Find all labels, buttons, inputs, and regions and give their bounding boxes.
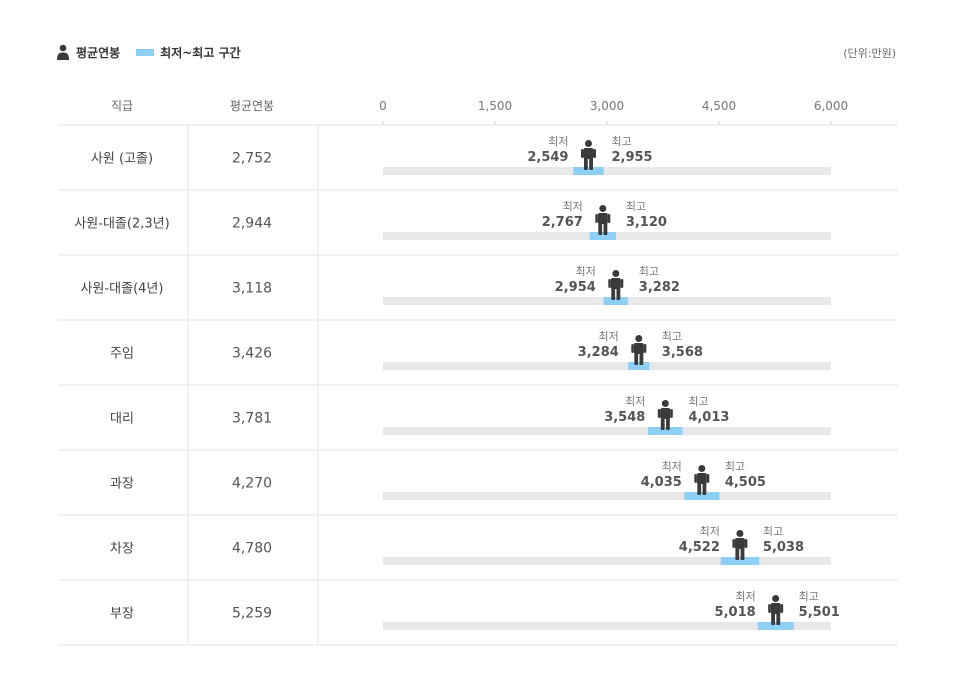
row-grade: 사원 (고졸) xyxy=(91,152,153,167)
row-avg-value: 4,270 xyxy=(232,476,272,492)
unit-label: (단위:만원) xyxy=(843,47,896,60)
legend-avg-label: 평균연봉 xyxy=(76,45,121,60)
max-value: 3,120 xyxy=(626,215,667,230)
range-bar xyxy=(603,297,629,305)
min-caption: 최저 xyxy=(548,135,568,148)
min-value: 5,018 xyxy=(715,605,756,620)
max-caption: 최고 xyxy=(626,200,646,213)
range-track xyxy=(383,622,831,630)
min-value: 2,549 xyxy=(527,150,568,165)
row-grade: 사원-대졸(4년) xyxy=(81,282,164,297)
row-avg-value: 2,944 xyxy=(232,216,272,232)
min-caption: 최저 xyxy=(735,590,755,603)
header-avg: 평균연봉 xyxy=(230,99,274,113)
min-caption: 최저 xyxy=(599,330,619,343)
avg-person-marker xyxy=(732,530,748,560)
max-caption: 최고 xyxy=(639,265,659,278)
min-caption: 최저 xyxy=(576,265,596,278)
avg-person-marker xyxy=(694,465,710,495)
row-grade: 부장 xyxy=(110,607,134,622)
person-icon xyxy=(57,44,69,60)
avg-person-marker xyxy=(595,205,611,235)
min-caption: 최저 xyxy=(625,395,645,408)
row-grade: 대리 xyxy=(110,412,134,427)
max-value: 4,505 xyxy=(725,475,766,490)
range-bar xyxy=(757,622,794,630)
legend-range-label: 최저~최고 구간 xyxy=(160,45,241,60)
max-value: 2,955 xyxy=(611,150,652,165)
range-bar xyxy=(573,167,604,175)
range-bar xyxy=(628,362,650,370)
avg-person-marker xyxy=(657,400,673,430)
max-value: 4,013 xyxy=(688,410,729,425)
avg-person-marker xyxy=(608,270,624,300)
max-value: 5,038 xyxy=(763,540,804,555)
range-bar xyxy=(647,427,683,435)
row-avg-value: 3,118 xyxy=(232,281,272,297)
max-value: 3,568 xyxy=(662,345,703,360)
min-value: 3,284 xyxy=(578,345,619,360)
avg-person-marker xyxy=(768,595,784,625)
avg-person-marker xyxy=(631,335,647,365)
header-grade: 직급 xyxy=(111,99,133,113)
row-grade: 과장 xyxy=(110,477,134,492)
row-grade: 차장 xyxy=(110,542,134,557)
row-grade: 주임 xyxy=(110,347,134,362)
avg-person-marker xyxy=(580,140,596,170)
max-value: 3,282 xyxy=(639,280,680,295)
min-caption: 최저 xyxy=(563,200,583,213)
x-tick-label: 0 xyxy=(379,99,387,113)
max-caption: 최고 xyxy=(662,330,682,343)
min-value: 2,767 xyxy=(542,215,583,230)
x-tick-label: 6,000 xyxy=(814,99,848,113)
range-bar xyxy=(589,232,616,240)
range-bar xyxy=(684,492,720,500)
range-track xyxy=(383,492,831,500)
range-track xyxy=(383,167,831,175)
range-bar xyxy=(720,557,760,565)
max-caption: 최고 xyxy=(799,590,819,603)
range-track xyxy=(383,557,831,565)
x-tick-label: 3,000 xyxy=(590,99,624,113)
max-caption: 최고 xyxy=(688,395,708,408)
min-value: 3,548 xyxy=(604,410,645,425)
range-track xyxy=(383,362,831,370)
min-value: 4,035 xyxy=(641,475,682,490)
max-caption: 최고 xyxy=(611,135,631,148)
row-avg-value: 2,752 xyxy=(232,151,272,167)
row-grade: 사원-대졸(2,3년) xyxy=(74,217,169,232)
range-track xyxy=(383,427,831,435)
x-tick-label: 1,500 xyxy=(478,99,512,113)
min-caption: 최저 xyxy=(700,525,720,538)
legend-range-swatch xyxy=(136,48,155,56)
min-value: 2,954 xyxy=(555,280,596,295)
row-avg-value: 3,781 xyxy=(232,411,272,427)
max-value: 5,501 xyxy=(799,605,840,620)
max-caption: 최고 xyxy=(763,525,783,538)
row-avg-value: 3,426 xyxy=(232,346,272,362)
legend: 평균연봉 최저~최고 구간 xyxy=(56,42,241,62)
row-avg-value: 5,259 xyxy=(232,606,272,622)
min-caption: 최저 xyxy=(662,460,682,473)
x-tick-label: 4,500 xyxy=(702,99,736,113)
min-value: 4,522 xyxy=(679,540,720,555)
row-avg-value: 4,780 xyxy=(232,541,272,557)
max-caption: 최고 xyxy=(725,460,745,473)
